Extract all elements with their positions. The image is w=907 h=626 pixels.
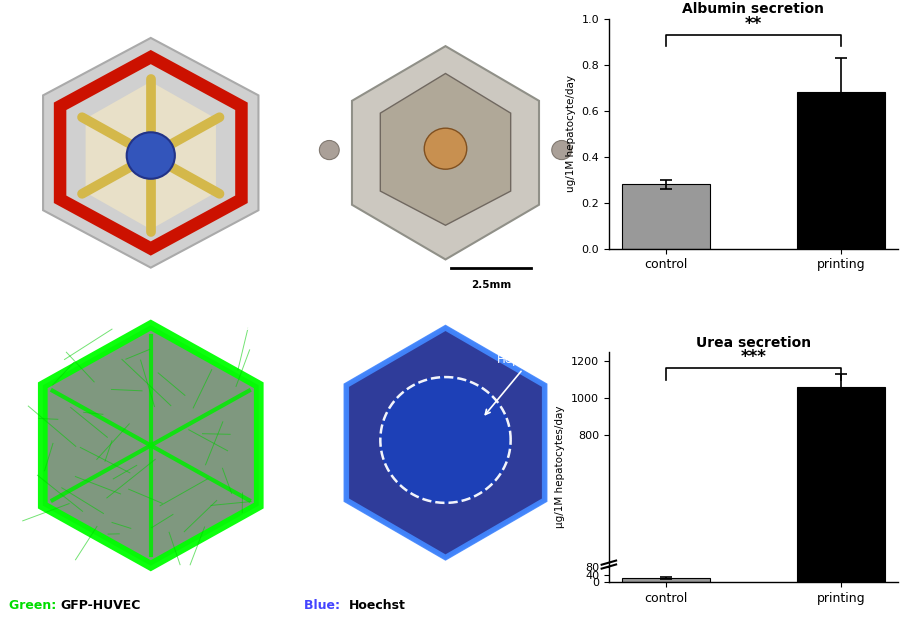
Text: Green:: Green: bbox=[9, 599, 61, 612]
Text: GFP-HUVEC: GFP-HUVEC bbox=[61, 599, 141, 612]
Text: 2.5mm: 2.5mm bbox=[471, 280, 511, 290]
Polygon shape bbox=[380, 377, 511, 503]
Polygon shape bbox=[43, 38, 258, 268]
Text: ***: *** bbox=[740, 348, 766, 366]
Polygon shape bbox=[380, 73, 511, 225]
Bar bbox=[622, 184, 709, 249]
Polygon shape bbox=[85, 81, 216, 229]
Circle shape bbox=[127, 132, 175, 179]
Circle shape bbox=[319, 140, 339, 160]
Polygon shape bbox=[352, 46, 539, 259]
Y-axis label: ug/1M hepatocyte/day: ug/1M hepatocyte/day bbox=[566, 75, 576, 192]
Text: Hoechst: Hoechst bbox=[349, 599, 406, 612]
Bar bbox=[797, 387, 885, 582]
Text: 1 mm: 1 mm bbox=[59, 574, 89, 584]
Text: Day 9: Day 9 bbox=[241, 320, 281, 332]
Text: 1 mm: 1 mm bbox=[354, 574, 384, 584]
Circle shape bbox=[551, 140, 571, 160]
Y-axis label: μg/1M hepatocytes/day: μg/1M hepatocytes/day bbox=[555, 406, 565, 528]
Bar bbox=[797, 93, 885, 249]
Title: Albumin secretion: Albumin secretion bbox=[682, 3, 824, 16]
Text: Hepatocyte: Hepatocyte bbox=[485, 354, 564, 414]
Bar bbox=[622, 578, 709, 582]
Circle shape bbox=[424, 128, 467, 169]
Polygon shape bbox=[43, 325, 258, 566]
Text: Blue:: Blue: bbox=[304, 599, 345, 612]
Polygon shape bbox=[346, 328, 545, 558]
Text: **: ** bbox=[745, 14, 762, 33]
Title: Urea secretion: Urea secretion bbox=[696, 336, 811, 350]
